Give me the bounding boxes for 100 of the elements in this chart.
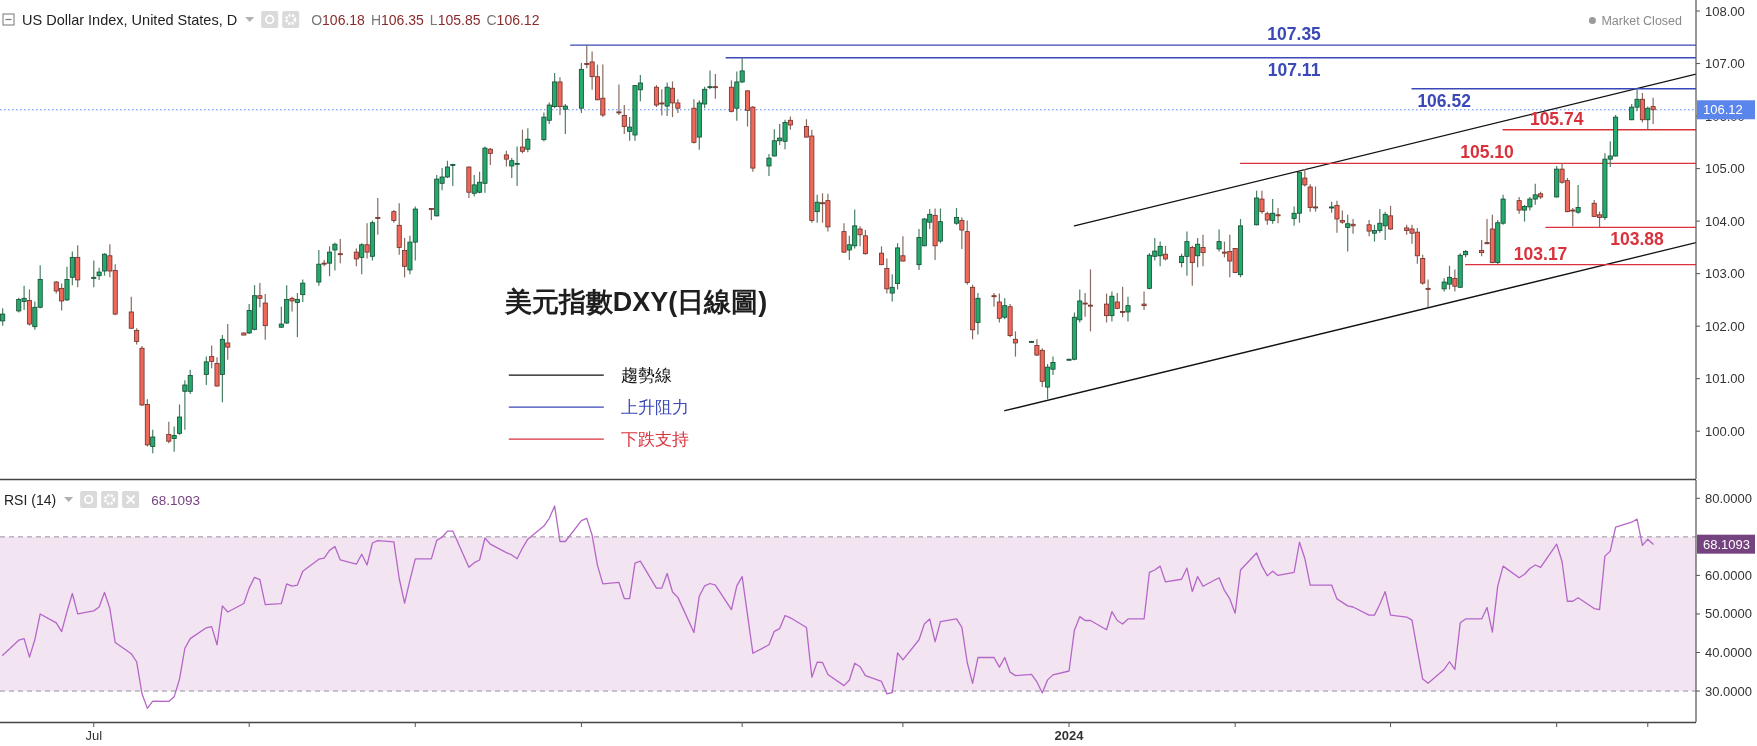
candlestick <box>375 197 381 236</box>
candlestick <box>814 194 820 224</box>
candlestick <box>402 237 408 278</box>
x-tick-label: 2024 <box>1054 728 1085 743</box>
candlestick <box>364 222 370 260</box>
candlestick <box>996 293 1002 324</box>
candlestick <box>396 202 402 256</box>
candlestick <box>712 73 718 100</box>
candlestick <box>1082 292 1088 318</box>
candlestick <box>166 421 172 444</box>
candlestick <box>857 225 863 247</box>
text: US Dollar Index, United States, D <box>22 12 238 28</box>
candlestick <box>26 288 32 327</box>
candlestick <box>75 244 81 288</box>
candlestick <box>1200 234 1206 267</box>
candlestick <box>209 344 215 369</box>
candlestick <box>1345 214 1351 253</box>
text: 106.12 <box>1703 102 1743 118</box>
candlestick <box>1216 228 1222 253</box>
candlestick <box>1195 237 1201 268</box>
candlestick <box>1259 190 1265 215</box>
candlestick <box>203 356 209 386</box>
candlestick <box>1275 207 1281 224</box>
y-tick-label: 104.00 <box>1705 213 1745 229</box>
candlestick <box>621 104 627 135</box>
candlestick <box>1109 290 1115 323</box>
y-tick-label: 80.0000 <box>1705 490 1752 506</box>
text: 68.1093 <box>1703 536 1750 552</box>
candlestick <box>150 429 156 454</box>
y-tick-label: 50.0000 <box>1705 606 1752 622</box>
y-tick-label: 107.00 <box>1705 56 1745 72</box>
candlestick <box>1125 296 1131 323</box>
candlestick <box>64 266 70 302</box>
annotation: 105.10 <box>1460 142 1515 163</box>
candlestick <box>1645 106 1651 131</box>
candlestick <box>257 282 263 308</box>
candlestick <box>1012 330 1018 358</box>
candlestick <box>900 235 906 263</box>
candlestick <box>841 222 847 254</box>
x-tick-label: Jul <box>85 728 103 743</box>
candlestick <box>300 278 306 303</box>
candlestick <box>1452 268 1458 293</box>
annotation: 106.52 <box>1417 90 1472 111</box>
y-tick-label: 40.0000 <box>1705 645 1752 660</box>
candlestick <box>562 103 568 135</box>
candlestick <box>1087 268 1093 333</box>
legend: 趨勢線 上升阻力 下跌支持 <box>508 366 689 450</box>
candlestick <box>1350 218 1356 235</box>
annotation: 103.17 <box>1513 243 1568 264</box>
candlestick <box>171 425 177 453</box>
candlestick <box>214 356 220 388</box>
annotation: 68.1093 <box>151 493 200 508</box>
candlestick <box>1189 245 1195 287</box>
candlestick <box>1639 92 1645 123</box>
candlestick <box>884 257 890 295</box>
y-tick-label: 100.00 <box>1705 423 1745 439</box>
y-tick-label: 108.00 <box>1705 3 1745 19</box>
candlestick <box>359 242 365 275</box>
candlestick <box>1334 200 1340 234</box>
y-tick-label: 60.0000 <box>1705 567 1752 583</box>
candlestick <box>1270 198 1276 225</box>
candlestick <box>1388 205 1394 231</box>
candlestick <box>1650 97 1656 125</box>
candlestick <box>616 83 622 116</box>
y-tick-label: 101.00 <box>1705 371 1745 387</box>
annotation: 107.11 <box>1267 59 1321 80</box>
candlestick <box>664 81 670 117</box>
candlestick <box>937 207 943 244</box>
candlestick <box>1104 293 1110 324</box>
candlestick <box>332 242 338 272</box>
candlestick <box>337 238 343 264</box>
annotation: 美元指數DXY(日線圖) <box>503 287 768 318</box>
candlestick <box>525 127 531 153</box>
candlestick <box>177 403 182 436</box>
candlestick <box>294 292 300 338</box>
candlestick <box>519 129 525 154</box>
y-tick-label: 105.00 <box>1705 161 1745 177</box>
candlestick <box>707 69 713 90</box>
candlestick <box>316 249 322 287</box>
text: RSI (14) <box>4 492 57 508</box>
candlestick <box>991 292 997 308</box>
candlestick <box>1575 184 1581 215</box>
candlestick <box>1425 278 1431 308</box>
candlestick <box>862 229 868 256</box>
annotation: O106.18 H106.35 L105.85 C106.12 <box>311 12 540 28</box>
candlestick <box>1141 290 1147 311</box>
candlestick <box>262 293 268 341</box>
y-tick-label: 30.0000 <box>1705 683 1752 699</box>
candlestick <box>69 250 75 286</box>
candlestick <box>766 153 772 177</box>
annotation: 107.35 <box>1267 24 1322 45</box>
candlestick <box>1002 297 1008 320</box>
y-tick-label: 102.00 <box>1705 318 1745 334</box>
candlestick <box>1120 286 1126 318</box>
candlestick <box>327 245 333 277</box>
annotation: 103.88 <box>1610 229 1665 250</box>
annotation: Market Closed <box>1601 14 1683 28</box>
candlestick <box>289 296 295 313</box>
candlestick <box>128 296 134 330</box>
candlestick <box>225 323 231 361</box>
